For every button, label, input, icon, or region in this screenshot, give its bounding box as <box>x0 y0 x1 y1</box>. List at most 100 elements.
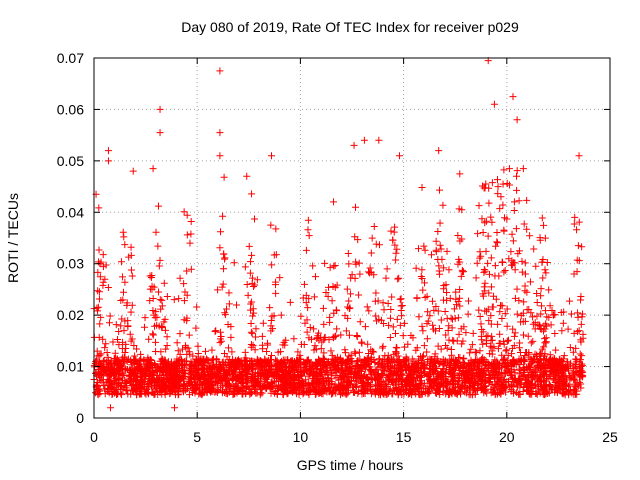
data-point <box>361 371 369 379</box>
data-point <box>372 312 380 320</box>
data-point <box>146 272 154 280</box>
data-point <box>161 384 169 392</box>
data-point <box>472 274 480 282</box>
data-point <box>321 361 329 369</box>
data-point <box>307 386 315 394</box>
data-point <box>387 377 395 385</box>
data-point <box>278 386 286 394</box>
data-point <box>318 374 326 382</box>
data-point <box>353 333 361 341</box>
data-point <box>409 334 417 342</box>
data-point <box>378 371 386 379</box>
data-point <box>454 260 462 268</box>
data-point <box>430 306 438 314</box>
data-point <box>214 286 222 294</box>
data-point <box>117 360 125 368</box>
axis-ticks <box>93 57 611 419</box>
data-point <box>494 176 502 184</box>
data-point <box>461 381 469 389</box>
data-point <box>228 359 236 367</box>
data-point <box>375 136 383 144</box>
data-point <box>272 281 280 289</box>
data-point <box>346 290 354 298</box>
data-point <box>354 362 362 370</box>
data-point <box>496 205 504 213</box>
data-point <box>574 309 582 317</box>
data-point <box>424 317 432 325</box>
data-point <box>362 365 370 373</box>
y-tick-label: 0.07 <box>57 50 84 66</box>
data-point <box>227 333 235 341</box>
data-point <box>487 254 495 262</box>
data-point <box>341 349 349 357</box>
data-point <box>515 344 523 352</box>
data-point <box>337 380 345 388</box>
data-point <box>434 307 442 315</box>
data-point <box>107 369 115 377</box>
data-point <box>300 280 308 288</box>
data-point <box>120 288 128 296</box>
data-point <box>471 364 479 372</box>
data-point <box>183 211 191 219</box>
data-point <box>191 378 199 386</box>
data-point <box>421 294 429 302</box>
data-point <box>326 318 334 326</box>
data-point <box>180 297 188 305</box>
data-point <box>406 389 414 397</box>
data-point <box>574 242 582 250</box>
data-point <box>198 369 206 377</box>
data-point <box>99 281 107 289</box>
data-point <box>415 313 423 321</box>
data-point <box>140 323 148 331</box>
data-point <box>185 380 193 388</box>
data-point <box>390 350 398 358</box>
data-point <box>420 342 428 350</box>
data-point <box>394 275 402 283</box>
data-point <box>575 152 583 160</box>
data-point <box>401 377 409 385</box>
data-point <box>345 381 353 389</box>
x-tick-label: 20 <box>499 429 515 445</box>
data-point <box>92 358 100 366</box>
data-point <box>423 335 431 343</box>
data-point <box>492 295 500 303</box>
data-point <box>501 310 509 318</box>
data-point <box>119 296 127 304</box>
data-point <box>247 328 255 336</box>
data-point <box>190 374 198 382</box>
data-point <box>355 348 363 356</box>
data-point <box>436 241 444 249</box>
data-point <box>277 348 285 356</box>
data-point <box>448 324 456 332</box>
data-point <box>140 375 148 383</box>
x-tick-label: 5 <box>193 429 201 445</box>
data-point <box>343 285 351 293</box>
data-point <box>524 332 532 340</box>
data-point <box>465 362 473 370</box>
data-point <box>216 328 224 336</box>
data-point <box>478 373 486 381</box>
data-point <box>464 297 472 305</box>
data-point <box>556 375 564 383</box>
data-point <box>330 198 338 206</box>
data-point <box>413 364 421 372</box>
data-point <box>469 367 477 375</box>
data-point <box>548 356 556 364</box>
data-point <box>473 356 481 364</box>
data-point <box>516 370 524 378</box>
data-point <box>363 386 371 394</box>
data-point <box>400 390 408 398</box>
data-point <box>513 167 521 175</box>
data-point <box>406 376 414 384</box>
data-point <box>392 256 400 264</box>
y-tick-label: 0.06 <box>57 101 84 117</box>
data-point <box>508 381 516 389</box>
data-point <box>250 383 258 391</box>
data-point <box>107 383 115 391</box>
data-point <box>510 366 518 374</box>
data-point <box>545 382 553 390</box>
data-point <box>154 242 162 250</box>
y-tick-label: 0.01 <box>57 359 84 375</box>
data-point <box>266 383 274 391</box>
data-point <box>520 367 528 375</box>
